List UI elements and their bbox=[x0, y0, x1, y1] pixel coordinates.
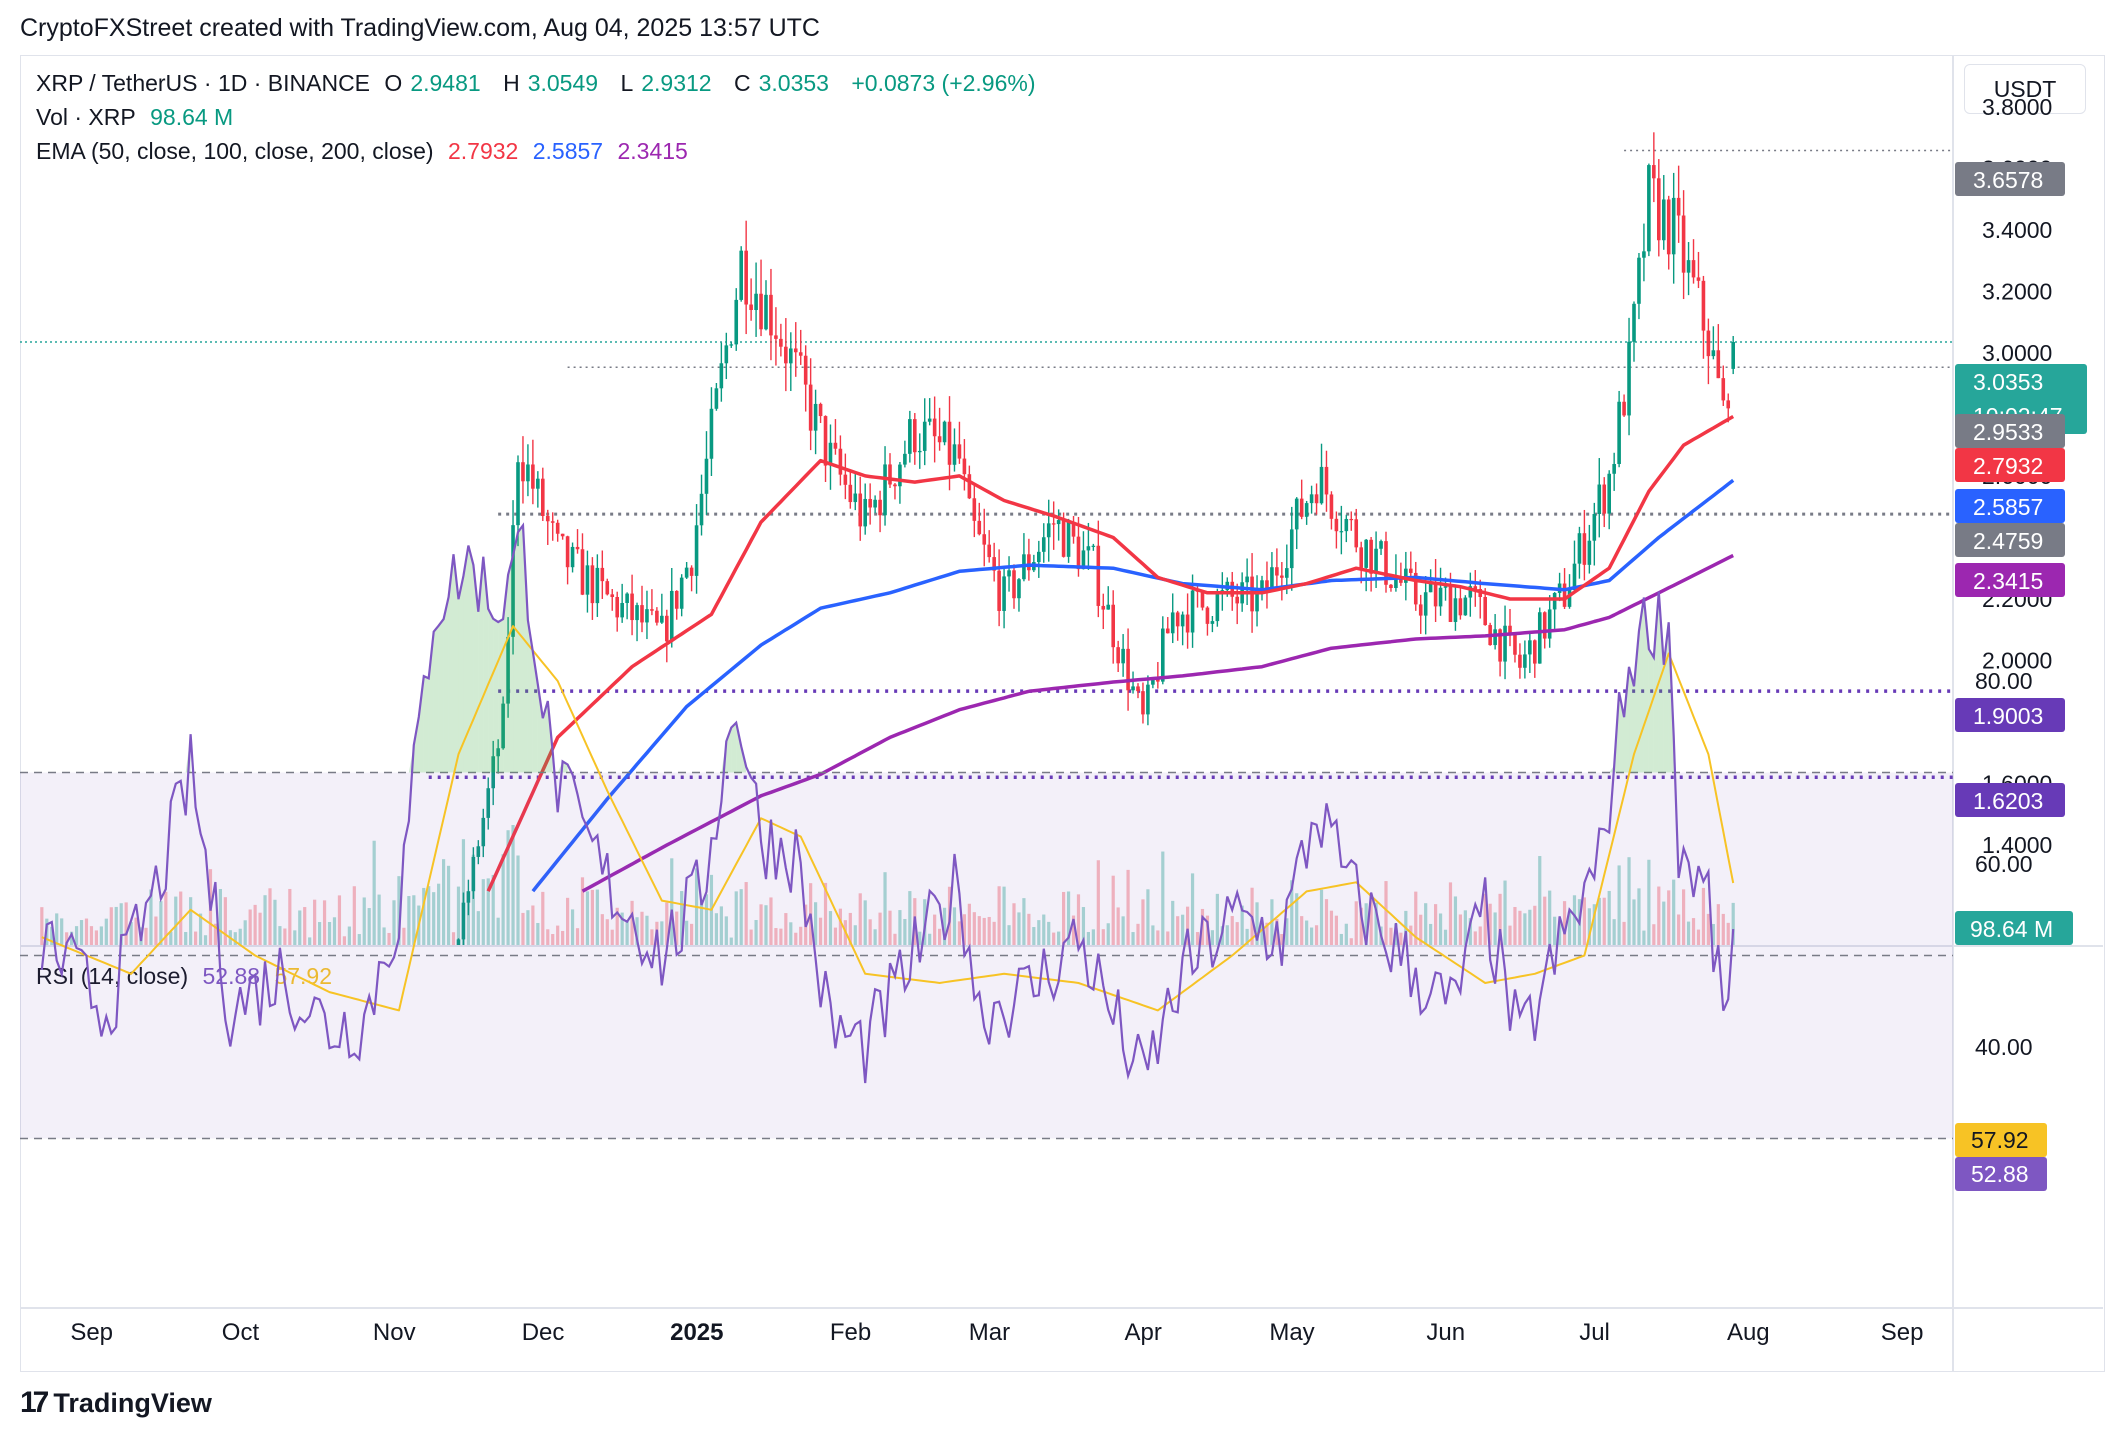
volume-value: 98.64 M bbox=[150, 104, 234, 130]
ema50-value: 2.7932 bbox=[447, 138, 519, 164]
ema-label[interactable]: EMA (50, close, 100, close, 200, close) bbox=[36, 138, 434, 164]
volume-label[interactable]: Vol · XRP bbox=[36, 104, 136, 130]
ohlc-low: L 2.9312 bbox=[620, 70, 712, 96]
rsi-ma-value: 57.92 bbox=[274, 963, 333, 989]
rsi-label[interactable]: RSI (14, close) bbox=[36, 963, 189, 989]
rsi-legend: RSI (14, close) 52.88 57.92 bbox=[36, 963, 340, 990]
ema100-value: 2.5857 bbox=[532, 138, 604, 164]
tradingview-logo-icon: 17 bbox=[20, 1386, 49, 1419]
ohlc-open: O 2.9481 bbox=[384, 70, 481, 96]
volume-legend: Vol · XRP 98.64 M bbox=[36, 104, 241, 131]
ohlc-high: H 3.0549 bbox=[503, 70, 599, 96]
currency-selector[interactable]: USDT bbox=[1964, 64, 2086, 114]
ohlc-change: +0.0873 (+2.96%) bbox=[851, 70, 1036, 96]
ema-legend: EMA (50, close, 100, close, 200, close) … bbox=[36, 138, 696, 165]
ohlc-close: C 3.0353 bbox=[733, 70, 829, 96]
chart-frame[interactable] bbox=[20, 55, 2105, 1372]
ema200-value: 2.3415 bbox=[617, 138, 688, 164]
tradingview-logo-text: TradingView bbox=[53, 1387, 212, 1418]
chart-attribution: CryptoFXStreet created with TradingView.… bbox=[20, 14, 820, 42]
tradingview-logo[interactable]: 17 TradingView bbox=[20, 1386, 212, 1420]
symbol-name[interactable]: XRP / TetherUS · 1D · BINANCE bbox=[36, 70, 371, 96]
rsi-value: 52.88 bbox=[202, 963, 261, 989]
